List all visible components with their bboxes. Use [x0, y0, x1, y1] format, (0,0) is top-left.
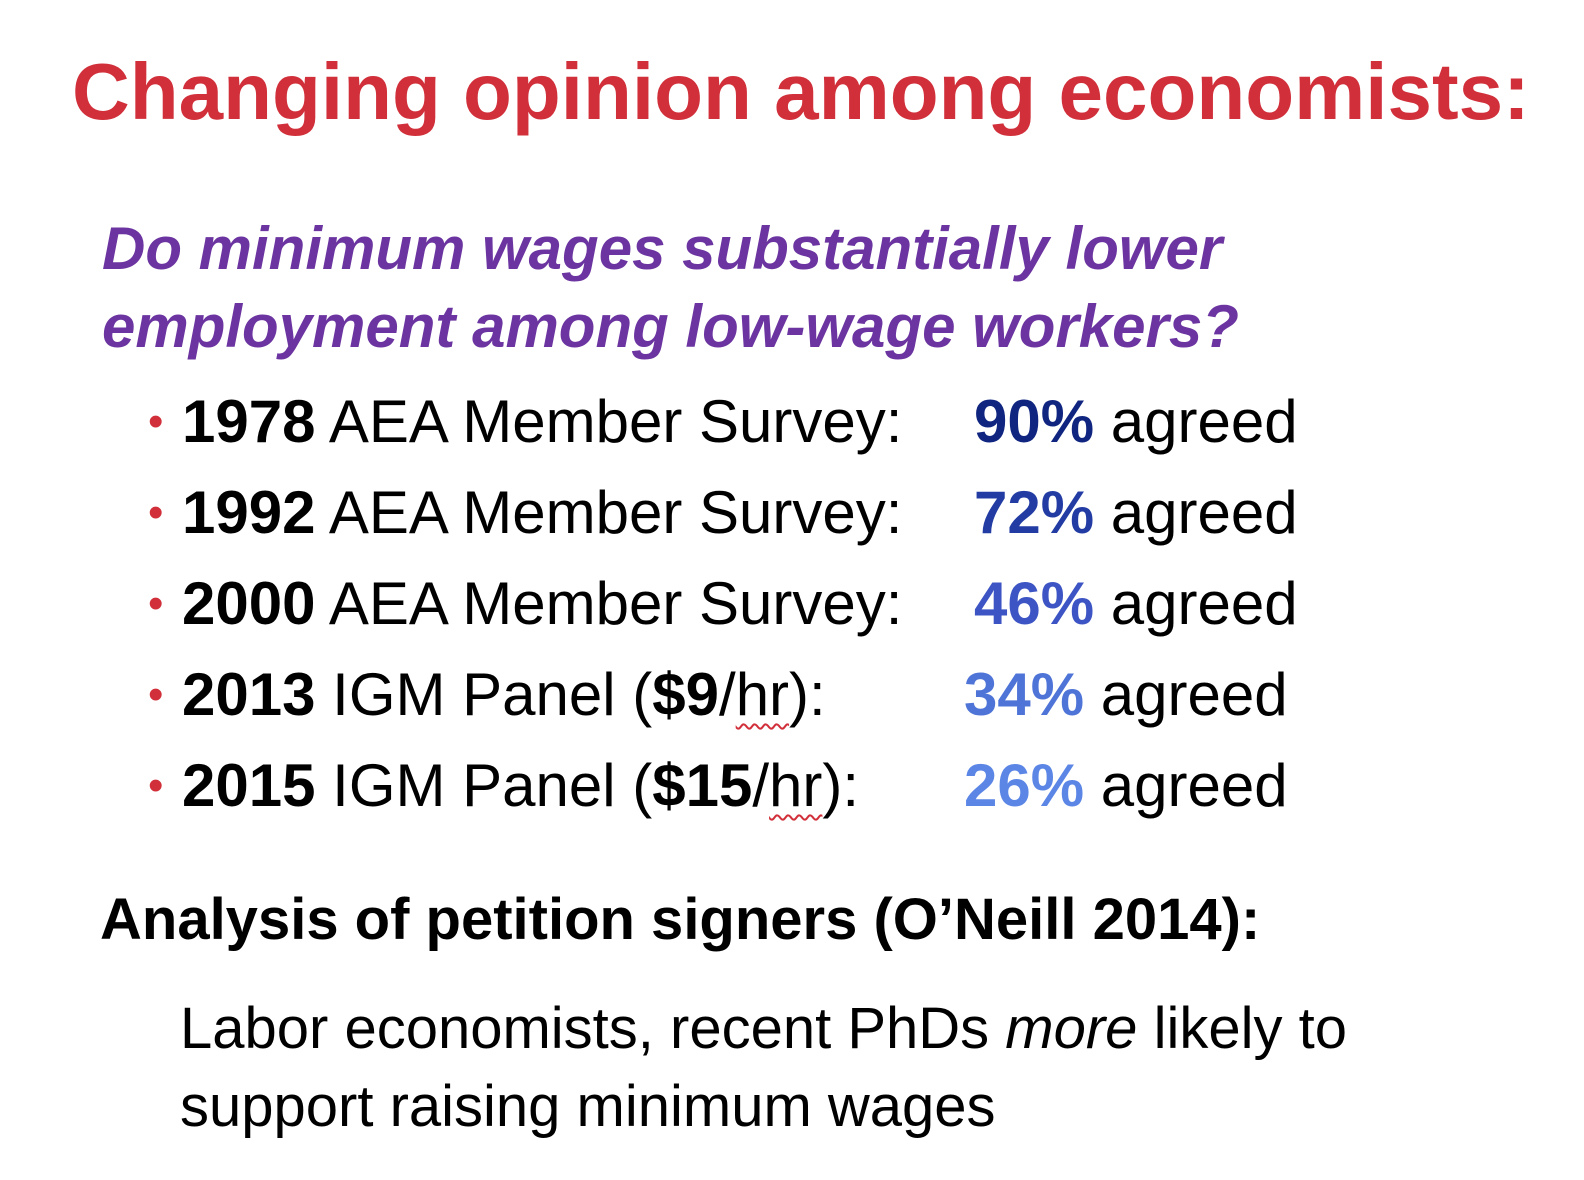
agree-suffix: agreed [1094, 479, 1298, 546]
wage-slash: / [719, 661, 736, 728]
survey-year: 2000 [182, 570, 316, 637]
bullet-dot-icon: • [148, 488, 164, 537]
survey-year: 2013 [182, 661, 316, 728]
survey-value: 46% agreed [974, 564, 1298, 644]
text-segment: Labor economists, recent PhDs [180, 996, 1006, 1061]
survey-year: 1978 [182, 388, 316, 455]
bullet-dot-icon: • [148, 397, 164, 446]
bullet-dot-icon: • [148, 579, 164, 628]
survey-label: 2015 IGM Panel ($15/hr): [182, 746, 859, 826]
survey-value: 72% agreed [974, 473, 1298, 553]
survey-question: Do minimum wages substantially lower emp… [102, 210, 1239, 366]
survey-value: 26% agreed [964, 746, 1288, 826]
bullet-dot-icon: • [148, 761, 164, 810]
survey-year: 2015 [182, 752, 316, 819]
survey-source: AEA Member Survey: [315, 388, 903, 455]
survey-source: AEA Member Survey: [315, 570, 903, 637]
agree-percent: 90% [974, 388, 1095, 455]
survey-label: 2013 IGM Panel ($9/hr): [182, 655, 826, 735]
wage-slash: / [752, 752, 770, 819]
survey-question-line-2: employment among low-wage workers? [102, 293, 1239, 360]
agree-percent: 34% [964, 661, 1085, 728]
wage-amount: $9 [652, 661, 720, 728]
survey-source-end: ): [822, 752, 860, 819]
survey-value: 90% agreed [974, 382, 1298, 462]
agree-suffix: agreed [1094, 570, 1298, 637]
survey-question-line-1: Do minimum wages substantially lower [102, 215, 1223, 282]
wage-unit: hr [735, 661, 790, 728]
petition-analysis-line-2: support raising minimum wages [180, 1074, 996, 1139]
petition-analysis-heading: Analysis of petition signers (O’Neill 20… [100, 887, 1261, 952]
survey-source-end: ): [789, 661, 826, 728]
agree-percent: 46% [974, 570, 1095, 637]
bullet-dot-icon: • [148, 670, 164, 719]
wage-amount: $15 [652, 752, 753, 819]
agree-percent: 26% [964, 752, 1085, 819]
slide-title: Changing opinion among economists: [72, 47, 1530, 136]
agree-suffix: agreed [1084, 661, 1288, 728]
survey-source: IGM Panel ( [315, 661, 653, 728]
survey-value: 34% agreed [964, 655, 1288, 735]
agree-suffix: agreed [1084, 752, 1288, 819]
petition-analysis-line-1: Labor economists, recent PhDs more likel… [180, 990, 1347, 1068]
wage-unit: hr [769, 752, 823, 819]
survey-source: AEA Member Survey: [315, 479, 903, 546]
survey-label: 1992 AEA Member Survey: [182, 473, 902, 553]
emphasis-text: more [1005, 996, 1138, 1061]
survey-year: 1992 [182, 479, 316, 546]
survey-source: IGM Panel ( [315, 752, 653, 819]
agree-suffix: agreed [1094, 388, 1298, 455]
agree-percent: 72% [974, 479, 1095, 546]
survey-label: 1978 AEA Member Survey: [182, 382, 902, 462]
survey-label: 2000 AEA Member Survey: [182, 564, 902, 644]
petition-analysis-text: Labor economists, recent PhDs more likel… [180, 990, 1347, 1146]
text-segment: likely to [1137, 996, 1347, 1061]
